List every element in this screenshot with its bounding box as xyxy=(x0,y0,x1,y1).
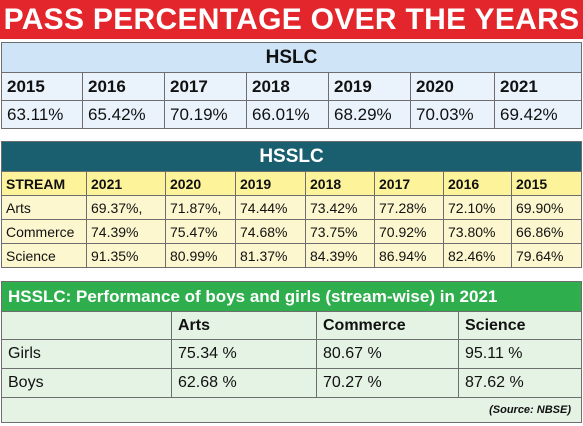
table-cell: 80.67 % xyxy=(316,339,459,369)
hslc-year: 2018 xyxy=(246,72,329,101)
table-cell: 82.46% xyxy=(443,243,512,268)
table-cell: 74.68% xyxy=(235,219,306,244)
hslc-year: 2019 xyxy=(328,72,411,101)
hsslc-column-header: 2018 xyxy=(305,171,375,196)
gender-column-header: Commerce xyxy=(316,311,459,340)
table-cell: 70.27 % xyxy=(316,368,459,398)
hslc-heading: HSLC xyxy=(0,42,583,73)
table-cell: 62.68 % xyxy=(171,368,317,398)
page-title: PASS PERCENTAGE OVER THE YEARS xyxy=(0,0,583,39)
gender-column-header xyxy=(1,311,172,340)
table-cell: 91.35% xyxy=(86,243,166,268)
source-note: (Source: NBSE) xyxy=(1,397,582,423)
table-cell: 71.87%, xyxy=(165,195,236,220)
table-cell: 95.11 % xyxy=(458,339,582,369)
table-cell: 69.90% xyxy=(510,195,583,220)
hsslc-table: HSSLC STREAM 2021 2020 2019 2018 2017 20… xyxy=(0,141,583,268)
hslc-value: 68.29% xyxy=(328,100,411,129)
gender-label: Boys xyxy=(1,368,172,398)
table-cell: 70.92% xyxy=(374,219,444,244)
gender-column-header: Arts xyxy=(171,311,317,340)
table-cell: 66.86% xyxy=(510,219,583,244)
table-cell: 79.64% xyxy=(510,243,583,268)
hslc-year: 2021 xyxy=(493,72,583,101)
hslc-value: 69.42% xyxy=(493,100,583,129)
gender-heading: HSSLC: Performance of boys and girls (st… xyxy=(1,281,582,312)
gender-performance-table: HSSLC: Performance of boys and girls (st… xyxy=(1,281,582,423)
hsslc-heading: HSSLC xyxy=(0,141,583,172)
hslc-value: 63.11% xyxy=(1,100,83,129)
hslc-value: 70.19% xyxy=(164,100,247,129)
stream-name: Science xyxy=(1,243,87,268)
table-cell: 73.75% xyxy=(305,219,375,244)
table-cell: 75.47% xyxy=(165,219,236,244)
hsslc-column-header: 2016 xyxy=(443,171,512,196)
table-cell: 84.39% xyxy=(305,243,375,268)
hslc-year: 2020 xyxy=(410,72,495,101)
table-row: Girls 75.34 % 80.67 % 95.11 % xyxy=(1,339,582,369)
table-cell: 80.99% xyxy=(165,243,236,268)
table-cell: 87.62 % xyxy=(458,368,582,398)
hslc-value: 70.03% xyxy=(410,100,495,129)
table-cell: 81.37% xyxy=(235,243,306,268)
hslc-year: 2015 xyxy=(1,72,83,101)
table-cell: 69.37%, xyxy=(86,195,166,220)
hslc-value: 66.01% xyxy=(246,100,329,129)
stream-name: Arts xyxy=(1,195,87,220)
hslc-table: HSLC 2015 2016 2017 2018 2019 2020 2021 … xyxy=(0,42,583,129)
hsslc-column-header: 2019 xyxy=(235,171,306,196)
hsslc-column-header: STREAM xyxy=(1,171,87,196)
table-cell: 73.42% xyxy=(305,195,375,220)
table-row: Science 91.35% 80.99% 81.37% 84.39% 86.9… xyxy=(1,243,583,268)
table-cell: 74.44% xyxy=(235,195,306,220)
hsslc-column-header: 2017 xyxy=(374,171,444,196)
hsslc-column-header: 2021 xyxy=(86,171,166,196)
table-cell: 77.28% xyxy=(374,195,444,220)
table-cell: 73.80% xyxy=(443,219,512,244)
gender-label: Girls xyxy=(1,339,172,369)
gender-column-header: Science xyxy=(458,311,582,340)
hsslc-column-header: 2020 xyxy=(165,171,236,196)
table-cell: 74.39% xyxy=(86,219,166,244)
table-cell: 86.94% xyxy=(374,243,444,268)
table-cell: 72.10% xyxy=(443,195,512,220)
table-row: Commerce 74.39% 75.47% 74.68% 73.75% 70.… xyxy=(1,219,583,244)
table-row: Arts 69.37%, 71.87%, 74.44% 73.42% 77.28… xyxy=(1,195,583,220)
hslc-year: 2016 xyxy=(82,72,165,101)
hslc-year: 2017 xyxy=(164,72,247,101)
stream-name: Commerce xyxy=(1,219,87,244)
hsslc-column-header: 2015 xyxy=(510,171,583,196)
table-row: Boys 62.68 % 70.27 % 87.62 % xyxy=(1,368,582,398)
hslc-value: 65.42% xyxy=(82,100,165,129)
table-cell: 75.34 % xyxy=(171,339,317,369)
